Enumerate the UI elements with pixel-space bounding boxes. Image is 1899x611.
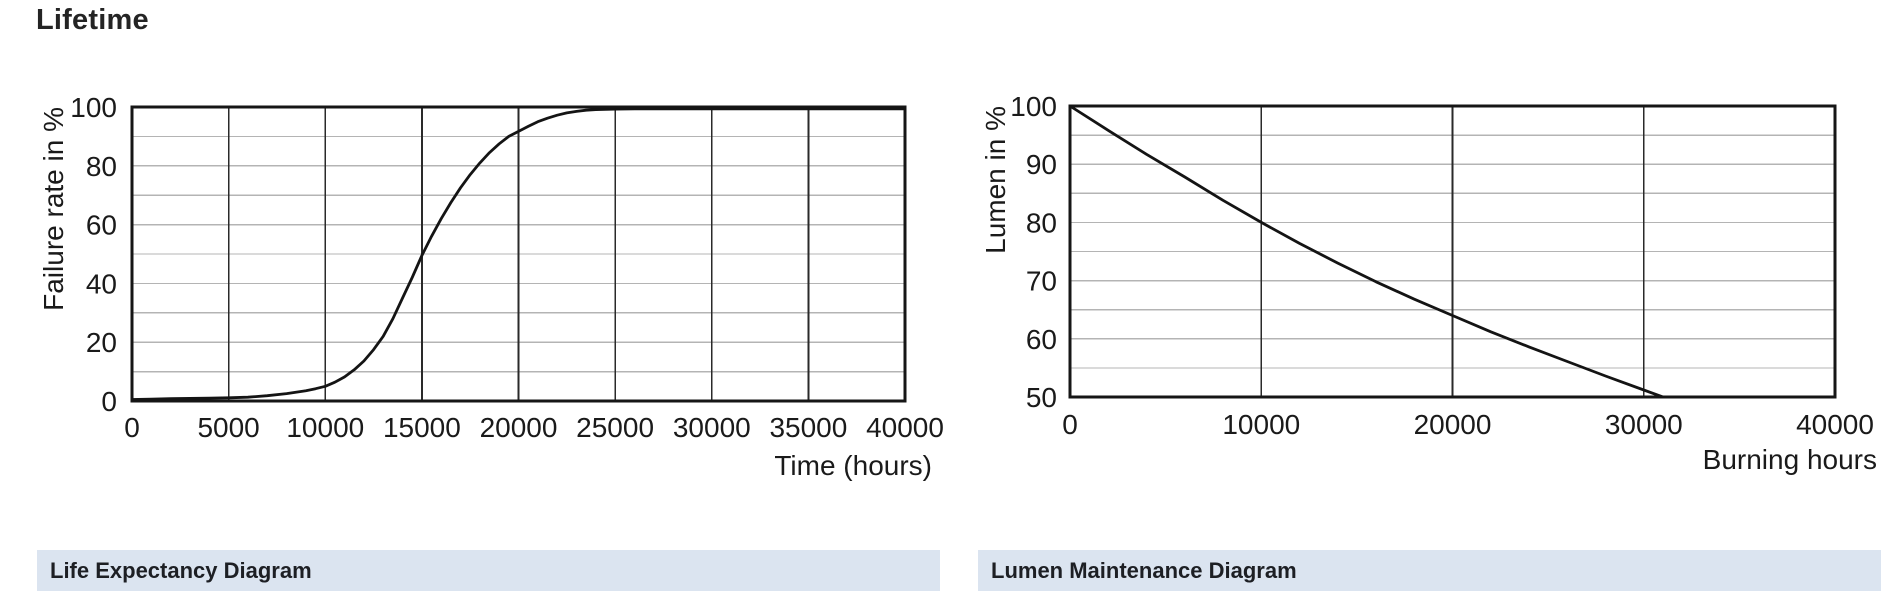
svg-text:25000: 25000 <box>576 412 654 443</box>
svg-text:70: 70 <box>1026 266 1057 297</box>
svg-text:40000: 40000 <box>1796 409 1874 440</box>
svg-text:80: 80 <box>1026 207 1057 238</box>
page-title: Lifetime <box>36 4 149 36</box>
lumen-maintenance-chart: 0 10000 20000 30000 40000 50 60 70 80 90 100 Burnin… <box>980 91 1877 475</box>
svg-text:60: 60 <box>1026 324 1057 355</box>
svg-text:20000: 20000 <box>1414 409 1492 440</box>
svg-text:100: 100 <box>70 92 117 123</box>
svg-text:20: 20 <box>86 327 117 358</box>
svg-text:30000: 30000 <box>673 412 751 443</box>
svg-text:0: 0 <box>124 412 140 443</box>
svg-text:15000: 15000 <box>383 412 461 443</box>
svg-text:60: 60 <box>86 210 117 241</box>
svg-text:40: 40 <box>86 268 117 299</box>
svg-text:5000: 5000 <box>197 412 259 443</box>
svg-text:Failure rate in %: Failure rate in % <box>38 107 69 311</box>
svg-text:40000: 40000 <box>866 412 944 443</box>
svg-text:0: 0 <box>1062 409 1078 440</box>
svg-text:50: 50 <box>1026 382 1057 413</box>
svg-text:Lumen in %: Lumen in % <box>980 106 1011 254</box>
svg-text:100: 100 <box>1010 91 1057 122</box>
svg-text:10000: 10000 <box>286 412 364 443</box>
svg-text:Burning hours: Burning hours <box>1703 444 1877 475</box>
caption-text: Life Expectancy Diagram <box>50 557 312 583</box>
svg-text:35000: 35000 <box>769 412 847 443</box>
svg-text:10000: 10000 <box>1222 409 1300 440</box>
svg-text:30000: 30000 <box>1605 409 1683 440</box>
caption-text: Lumen Maintenance Diagram <box>991 557 1297 583</box>
svg-text:90: 90 <box>1026 149 1057 180</box>
svg-text:0: 0 <box>101 386 117 417</box>
svg-text:Time (hours): Time (hours) <box>774 450 932 481</box>
caption-lumen-maintenance: Lumen Maintenance Diagram <box>978 550 1881 591</box>
svg-text:20000: 20000 <box>480 412 558 443</box>
svg-text:80: 80 <box>86 151 117 182</box>
life-expectancy-chart: 0 5000 10000 15000 20000 25000 30000 35000 40000… <box>38 92 944 481</box>
caption-life-expectancy: Life Expectancy Diagram <box>37 550 940 591</box>
